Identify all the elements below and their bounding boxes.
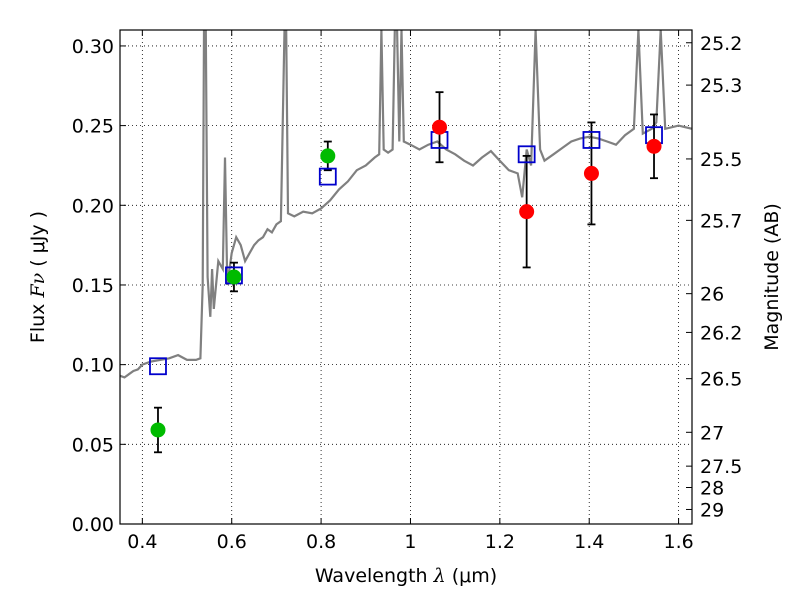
model-square-marker [582,131,601,149]
y-tick-label: 0.05 [72,434,114,456]
x-tick-label: 0.4 [127,531,157,553]
magnitude-tick-label: 28 [700,477,724,499]
x-tick-label: 1.4 [574,531,604,553]
y-tick-label: 0.15 [72,275,114,297]
magnitude-tick-label: 25.3 [700,75,742,97]
y-tick-label: 0.10 [72,355,114,377]
observed-red-point [583,165,599,181]
x-tick-label: 0.8 [306,531,336,553]
magnitude-tick-label: 27 [700,422,724,444]
x-axis-label: Wavelength λ (μm) [315,565,497,587]
y-tick-label: 0.30 [72,36,114,58]
y-tick-label: 0.25 [72,116,114,138]
observed-green-point [226,269,242,285]
model-square-marker [318,167,337,186]
x-tick-label: 1.2 [485,531,515,553]
magnitude-tick-label: 26.5 [700,369,742,391]
magnitude-tick-label: 26 [700,284,724,306]
y-axis-ticks: 0.00 0.05 0.10 0.15 0.20 0.25 0.30 [72,36,126,536]
x-tick-label: 1.6 [663,531,693,553]
magnitude-tick-label: 27.5 [700,456,742,478]
magnitude-tick-label: 25.2 [700,33,742,55]
model-square-marker [517,145,536,164]
observed-red-point [432,119,448,135]
y-axis-label: Flux Fν ( μJy ) [27,211,49,343]
observed-points-series [150,119,662,438]
y-axis-label-symbol: Fν [27,272,49,298]
model-spectrum-line [120,30,692,379]
y-tick-label: 0.00 [72,514,114,536]
x-tick-label: 1 [404,531,416,553]
observed-red-point [519,204,535,220]
magnitude-tick-label: 29 [700,499,724,521]
magnitude-axis-label: Magnitude (AB) [761,203,783,351]
model-square-marker [149,357,167,376]
observed-red-point [646,138,662,154]
y-tick-label: 0.20 [72,195,114,217]
x-axis-label-symbol: λ [433,565,446,587]
observed-green-point [150,422,166,438]
x-tick-label: 0.6 [217,531,247,553]
observed-green-point [320,148,336,164]
magnitude-tick-label: 26.2 [700,322,742,344]
model-spectrum-series [120,30,692,379]
x-axis-ticks: 0.4 0.6 0.8 1 1.2 1.4 1.6 [127,30,694,553]
magnitude-tick-label: 25.5 [700,149,742,171]
magnitude-tick-label: 25.7 [700,210,742,232]
plot-frame [119,29,693,525]
